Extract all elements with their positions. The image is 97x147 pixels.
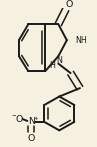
Text: N: N: [28, 117, 35, 126]
Text: O: O: [27, 134, 35, 143]
Text: O: O: [15, 115, 23, 124]
Text: −: −: [12, 113, 17, 118]
Text: N: N: [56, 56, 62, 65]
Text: O: O: [66, 0, 73, 9]
Text: NH: NH: [75, 36, 87, 45]
Text: +: +: [33, 116, 38, 121]
Text: H: H: [49, 61, 55, 70]
